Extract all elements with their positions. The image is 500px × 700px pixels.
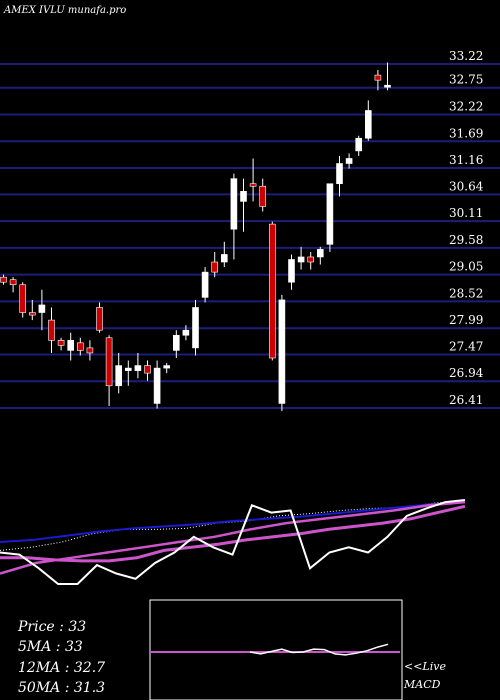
macd-live-label: <<Live: [404, 660, 446, 673]
bull-candle: [278, 299, 286, 404]
ma-magenta-line: [0, 500, 466, 575]
bear-candle: [259, 185, 267, 207]
bull-candle: [364, 110, 372, 139]
bull-candle: [384, 84, 391, 88]
bear-candle: [28, 312, 36, 316]
bear-candle: [374, 74, 382, 81]
price-tick-label: 26.41: [449, 393, 483, 407]
bear-candle: [268, 223, 276, 359]
macd-line: [249, 643, 389, 656]
bear-candle: [19, 284, 27, 313]
price-tick-label: 29.05: [449, 260, 483, 274]
ma-magenta-line-lower: [0, 504, 466, 563]
bull-candle: [221, 254, 228, 263]
price-tick-label: 28.52: [449, 286, 483, 300]
bear-candle: [48, 319, 55, 341]
bear-candle: [0, 276, 7, 283]
bull-candle: [38, 304, 46, 313]
price-axis: 33.22 32.75 32.22 31.69 31.16 30.64 30.11 29.58…: [449, 49, 484, 407]
price-tick-label: 27.99: [449, 313, 483, 327]
ma-white-line: [0, 499, 466, 585]
price-label: Price : 33: [17, 619, 86, 635]
bull-candle: [355, 137, 363, 152]
bull-candle: [336, 163, 343, 185]
price-tick-label: 31.16: [449, 153, 483, 167]
bull-candle: [240, 190, 247, 202]
bull-candle: [173, 334, 180, 351]
bull-candle: [134, 365, 142, 371]
bear-candle: [9, 279, 17, 286]
price-tick-label: 32.22: [449, 100, 483, 114]
bear-candle: [249, 183, 257, 187]
moving-average-panel: [0, 499, 466, 585]
bull-candle: [297, 256, 305, 263]
ma5-label: 5MA : 33: [18, 639, 83, 655]
bear-candle: [77, 342, 84, 351]
price-tick-label: 31.69: [449, 126, 483, 140]
bear-candle: [96, 307, 103, 331]
bull-candle: [153, 367, 161, 404]
bear-candle: [86, 347, 94, 354]
bull-candle: [326, 183, 334, 245]
bull-candle: [345, 158, 353, 164]
bull-candle: [125, 367, 132, 371]
ma50-label: 50MA : 31.3: [18, 680, 105, 696]
bear-candle: [307, 256, 315, 263]
bull-candle: [163, 365, 170, 369]
price-tick-label: 30.64: [449, 179, 484, 193]
bull-candle: [316, 249, 324, 258]
bear-candle: [211, 261, 218, 273]
candles: [0, 62, 391, 412]
price-tick-label: 32.75: [449, 73, 483, 87]
bull-candle: [182, 329, 190, 336]
ma12-label: 12MA : 32.7: [18, 660, 105, 676]
price-grid: [0, 63, 500, 409]
bull-candle: [201, 271, 209, 298]
bull-candle: [192, 307, 199, 349]
price-tick-label: 29.58: [449, 233, 483, 247]
bull-candle: [230, 178, 238, 230]
bull-candle: [67, 340, 74, 351]
price-tick-label: 27.47: [449, 339, 483, 353]
bear-candle: [105, 337, 113, 387]
bear-candle: [144, 365, 151, 374]
bull-candle: [288, 259, 295, 283]
price-tick-label: 30.11: [449, 206, 483, 220]
macd-label: MACD: [403, 678, 441, 691]
bear-candle: [57, 340, 65, 346]
price-tick-label: 26.94: [449, 366, 484, 380]
ma-blue-line: [0, 501, 466, 543]
chart-title: AMEX IVLU munafa.pro: [3, 5, 126, 16]
price-tick-label: 33.22: [449, 49, 483, 63]
bull-candle: [115, 365, 122, 387]
macd-lines: [150, 643, 400, 656]
